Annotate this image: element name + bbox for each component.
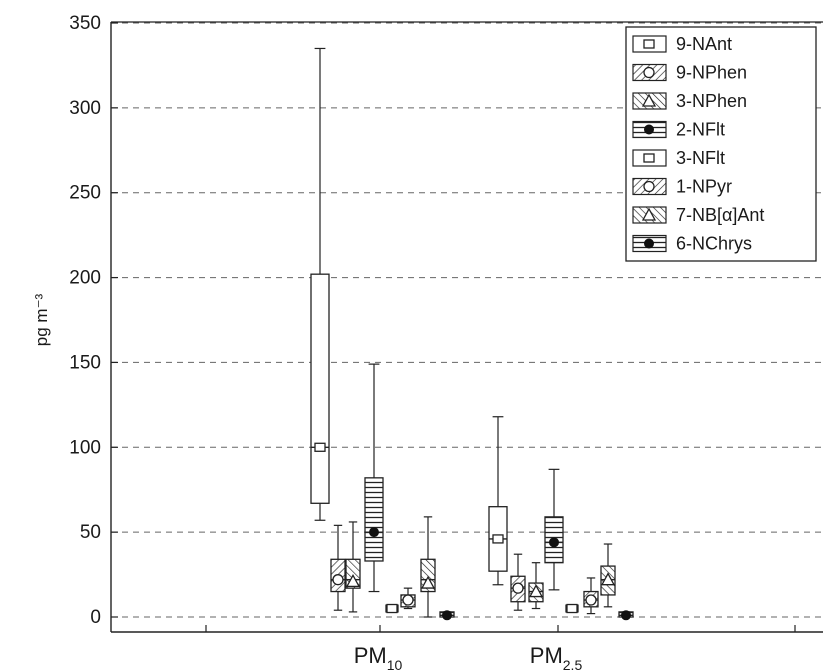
y-tick-label-300: 300	[69, 98, 101, 119]
mean-marker	[369, 527, 379, 538]
legend-item: 3-NPhen	[632, 91, 747, 111]
box-1-1	[510, 553, 526, 611]
box-0-1	[330, 524, 346, 611]
y-tick-label-50: 50	[80, 522, 101, 543]
legend-marker	[644, 124, 654, 135]
box-0-6	[420, 516, 436, 618]
mean-marker	[420, 575, 436, 589]
category-label-0: PM10	[354, 643, 403, 672]
box-0-2	[345, 521, 361, 613]
mean-marker	[345, 574, 361, 588]
gridlines	[111, 22, 823, 618]
mean-marker	[600, 572, 616, 586]
legend-label: 1-NPyr	[676, 177, 732, 197]
legend-label: 9-NAnt	[676, 34, 732, 54]
box-1-7	[618, 610, 634, 621]
category-label-1: PM2.5	[530, 643, 583, 672]
box-1-5	[583, 577, 599, 615]
legend-marker	[641, 207, 657, 221]
mean-marker	[549, 537, 559, 548]
legend-marker	[643, 66, 655, 79]
legend-item: 9-NPhen	[632, 63, 747, 83]
y-tick-label-350: 350	[69, 13, 101, 34]
legend-label: 7-NB[α]Ant	[676, 205, 764, 225]
mean-marker	[621, 610, 631, 621]
legend-label: 3-NFlt	[676, 148, 725, 168]
mean-marker	[528, 584, 544, 598]
mean-marker	[585, 594, 597, 606]
legend-label: 3-NPhen	[676, 91, 747, 111]
box-0-4	[385, 603, 399, 614]
box-1-6	[600, 543, 616, 608]
box-0-5	[400, 587, 416, 610]
y-tick-label-0: 0	[90, 607, 101, 628]
mean-marker	[314, 442, 326, 452]
legend-item: 6-NChrys	[632, 234, 752, 254]
box-1-2	[528, 562, 544, 610]
legend-item: 7-NB[α]Ant	[632, 205, 764, 225]
mean-marker	[492, 534, 504, 544]
box-0-3	[364, 363, 384, 593]
legend-marker	[643, 39, 655, 49]
mean-marker	[332, 574, 344, 586]
legend-marker	[643, 153, 655, 163]
legend-marker	[641, 93, 657, 107]
legend-marker	[644, 238, 654, 249]
mean-marker	[386, 603, 398, 614]
box-1-4	[565, 603, 579, 614]
box-1-3	[544, 468, 564, 591]
axes: 0 50 100 150 200 250 300 350 pg m⁻³ PM10 PM2.5	[32, 13, 823, 672]
box-body	[364, 477, 384, 562]
mean-marker	[442, 610, 452, 621]
legend-item: 1-NPyr	[632, 177, 732, 197]
box-body	[310, 273, 330, 504]
legend-item: 3-NFlt	[632, 148, 725, 168]
y-axis-label: pg m⁻³	[32, 293, 51, 346]
legend-label: 6-NChrys	[676, 234, 752, 254]
mean-marker	[402, 594, 414, 606]
box-0-0	[310, 47, 330, 521]
boxes	[310, 47, 634, 621]
legend-item: 9-NAnt	[632, 34, 732, 54]
box-1-0	[488, 416, 508, 586]
y-tick-label-200: 200	[69, 268, 101, 289]
legend-label: 2-NFlt	[676, 120, 725, 140]
mean-marker	[512, 582, 524, 594]
mean-marker	[566, 603, 578, 614]
legend-label: 9-NPhen	[676, 63, 747, 83]
legend: 9-NAnt 9-NPhen 3-NPhen 2-NFlt 3-NFlt 1-NPyr 7-…	[625, 26, 817, 262]
legend-item: 2-NFlt	[632, 120, 725, 140]
legend-marker	[643, 180, 655, 193]
y-tick-label-250: 250	[69, 183, 101, 204]
box-0-7	[439, 610, 455, 621]
y-tick-label-150: 150	[69, 352, 101, 373]
y-tick-label-100: 100	[69, 437, 101, 458]
